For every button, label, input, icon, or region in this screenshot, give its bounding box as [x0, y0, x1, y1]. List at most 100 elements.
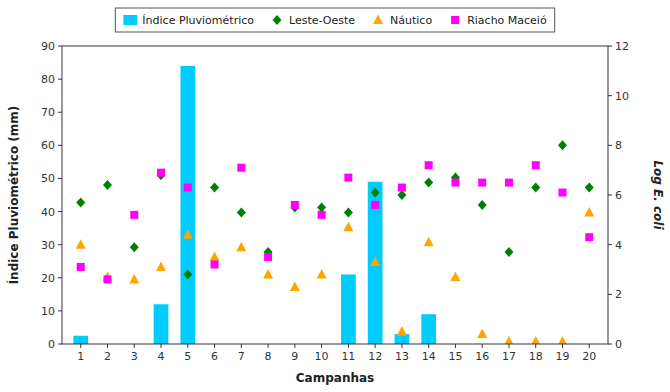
legend: Índice PluviométricoLeste-OesteNáuticoRi…	[115, 8, 554, 32]
tick-label: 2	[104, 350, 111, 363]
tick-label: 19	[556, 350, 570, 363]
tick-label: 16	[475, 350, 489, 363]
point	[477, 329, 487, 339]
point	[370, 257, 380, 267]
tick	[58, 344, 62, 345]
point	[531, 183, 540, 193]
series-scatter	[76, 207, 595, 344]
axes: 1234567891011121314151617181920010203040…	[41, 40, 629, 363]
tick-label: 4	[615, 239, 622, 252]
legend-item: Índice Pluviométrico	[123, 14, 254, 27]
tick	[608, 145, 612, 146]
point	[558, 140, 567, 150]
point	[424, 178, 433, 188]
legend-swatch	[451, 16, 459, 24]
tick-label: 80	[41, 73, 55, 86]
tick	[608, 46, 612, 47]
tick-label: 3	[131, 350, 138, 363]
tick-label: 20	[582, 350, 596, 363]
point	[398, 184, 406, 192]
tick	[375, 344, 376, 348]
point	[184, 184, 192, 192]
point	[371, 188, 380, 198]
point	[317, 269, 327, 279]
legend-item: Náutico	[373, 14, 432, 27]
axis-label: Log E. coli	[651, 160, 665, 230]
point	[236, 242, 246, 252]
tick	[608, 95, 612, 96]
marks	[73, 66, 594, 344]
point	[237, 164, 245, 172]
point	[450, 271, 460, 281]
point	[344, 174, 352, 182]
point	[157, 169, 165, 177]
tick	[58, 46, 62, 47]
point	[532, 161, 540, 169]
tick	[608, 344, 612, 345]
tick	[58, 277, 62, 278]
tick-label: 1	[77, 350, 84, 363]
tick-label: 10	[615, 90, 629, 103]
tick	[58, 310, 62, 311]
bar	[341, 274, 356, 344]
tick-label: 10	[41, 305, 55, 318]
bar	[180, 66, 195, 344]
point	[76, 197, 85, 207]
legend-box	[115, 8, 554, 32]
tick	[348, 344, 349, 348]
tick-label: 6	[615, 189, 622, 202]
tick-label: 4	[158, 350, 165, 363]
point	[290, 281, 300, 291]
point	[505, 179, 513, 187]
point	[183, 229, 193, 239]
point	[103, 180, 112, 190]
point	[424, 237, 434, 247]
tick-label: 17	[502, 350, 516, 363]
tick	[80, 344, 81, 348]
tick-label: 7	[238, 350, 245, 363]
tick-label: 50	[41, 172, 55, 185]
tick	[58, 244, 62, 245]
tick-label: 5	[184, 350, 191, 363]
bar	[73, 336, 88, 344]
tick-label: 30	[41, 239, 55, 252]
tick-label: 13	[395, 350, 409, 363]
point	[76, 239, 86, 249]
tick-label: 18	[529, 350, 543, 363]
point	[237, 207, 246, 217]
tick-label: 60	[41, 139, 55, 152]
tick	[58, 178, 62, 179]
tick-label: 14	[422, 350, 436, 363]
tick-label: 2	[615, 288, 622, 301]
legend-label: Náutico	[390, 14, 432, 27]
tick	[455, 344, 456, 348]
tick	[608, 244, 612, 245]
tick	[241, 344, 242, 348]
tick	[58, 112, 62, 113]
tick-label: 90	[41, 40, 55, 53]
tick-label: 6	[211, 350, 218, 363]
tick	[508, 344, 509, 348]
axis-label: Índice Pluviométrico (mm)	[6, 106, 21, 285]
tick-label: 0	[615, 338, 622, 351]
point	[291, 201, 299, 209]
tick	[134, 344, 135, 348]
point	[531, 336, 541, 344]
point	[584, 207, 594, 217]
legend-swatch	[273, 15, 282, 25]
tick-label: 70	[41, 106, 55, 119]
tick-label: 15	[448, 350, 462, 363]
bar	[421, 314, 436, 344]
series-scatter	[77, 161, 594, 283]
tick	[107, 344, 108, 348]
tick-label: 10	[315, 350, 329, 363]
point	[130, 242, 139, 252]
bar	[154, 304, 169, 344]
point	[210, 252, 220, 262]
point	[504, 247, 513, 257]
point	[371, 201, 379, 209]
point	[397, 326, 407, 336]
tick-label: 12	[615, 40, 629, 53]
legend-label: Riacho Maceió	[467, 14, 547, 27]
point	[451, 179, 459, 187]
